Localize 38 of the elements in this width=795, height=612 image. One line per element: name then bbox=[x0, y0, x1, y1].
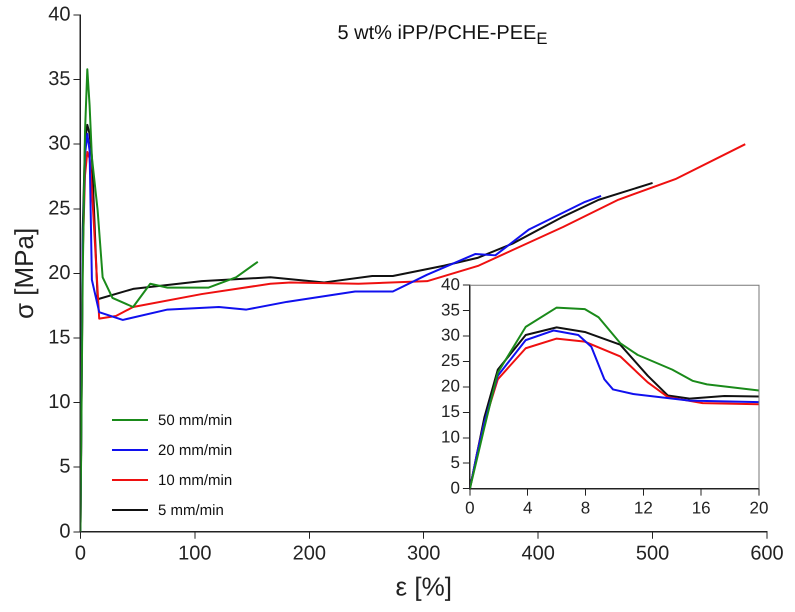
y-tick-label: 10 bbox=[48, 391, 70, 414]
y-axis-title: σ [MPa] bbox=[8, 228, 39, 319]
x-tick-label: 20 bbox=[750, 498, 768, 518]
x-tick-label: 400 bbox=[521, 542, 555, 564]
x-tick-label: 12 bbox=[634, 498, 653, 518]
y-tick-label: 10 bbox=[440, 427, 460, 446]
y-tick-label: 25 bbox=[48, 197, 70, 220]
x-tick-label: 100 bbox=[178, 542, 212, 564]
y-tick-label: 20 bbox=[48, 262, 70, 284]
text: 5 wt% iPP/PCHE-PEE$_{E}$ bbox=[337, 22, 548, 48]
y-tick-label: 15 bbox=[48, 326, 70, 349]
x-tick-label: 500 bbox=[636, 542, 670, 564]
y-tick-label: 5 bbox=[450, 452, 460, 472]
y-tick-label: 15 bbox=[440, 402, 460, 422]
y-tick-label: 40 bbox=[48, 4, 70, 26]
x-tick-label: 200 bbox=[292, 542, 326, 564]
legend-label: 5 mm/min bbox=[158, 502, 224, 518]
legend-label: 10 mm/min bbox=[158, 472, 232, 488]
x-tick-label: 0 bbox=[465, 498, 475, 518]
y-tick-label: 35 bbox=[48, 68, 70, 90]
legend-label: 50 mm/min bbox=[158, 412, 232, 428]
y-tick-label: 0 bbox=[450, 478, 460, 498]
y-tick-label: 30 bbox=[440, 326, 460, 345]
legend-label: 20 mm/min bbox=[158, 442, 232, 458]
y-tick-label: 25 bbox=[440, 351, 460, 370]
x-axis-title: ε [%] bbox=[396, 572, 452, 602]
y-tick-label: 0 bbox=[59, 520, 70, 542]
y-tick-label: 40 bbox=[440, 274, 460, 294]
x-tick-label: 0 bbox=[74, 542, 86, 564]
x-tick-label: 8 bbox=[580, 498, 590, 518]
y-tick-label: 5 bbox=[59, 456, 70, 478]
y-tick-label: 35 bbox=[440, 300, 460, 320]
y-tick-label: 20 bbox=[440, 376, 460, 396]
x-tick-label: 16 bbox=[692, 498, 711, 518]
x-tick-label: 600 bbox=[750, 542, 784, 564]
x-tick-label: 300 bbox=[407, 542, 440, 564]
y-tick-label: 30 bbox=[48, 132, 70, 155]
x-tick-label: 4 bbox=[522, 498, 532, 518]
